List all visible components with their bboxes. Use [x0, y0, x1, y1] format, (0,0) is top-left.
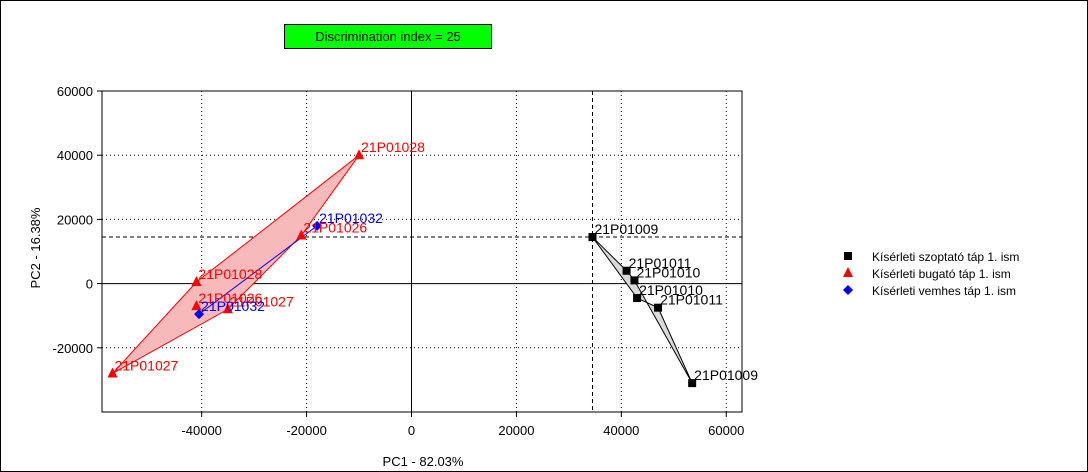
data-point [622, 266, 631, 275]
point-label: 21P01028 [198, 266, 262, 282]
data-point [633, 294, 642, 303]
data-point [654, 303, 663, 312]
data-point [222, 303, 233, 314]
y-axis-title: PC2 - 16.38% [28, 207, 43, 288]
point-label: 21P01027 [230, 293, 294, 309]
legend-label: Kísérleti vemhes táp 1. ism [872, 284, 1016, 298]
point-label: 21P01032 [201, 298, 265, 314]
legend-marker [844, 252, 852, 260]
tick-labels: -40000 -20000 0 20000 40000 60000 60000 40000 20… [53, 84, 745, 438]
point-label: 21P01011 [629, 255, 692, 271]
data-points [107, 149, 697, 388]
data-point [630, 276, 639, 285]
x-axis-title: PC1 - 82.03% [383, 454, 464, 469]
point-label: 21P01009 [594, 221, 658, 237]
y-tick-label: -20000 [53, 341, 93, 356]
point-label: 21P01026 [303, 219, 367, 235]
data-point [588, 233, 597, 242]
point-label: 21P01026 [198, 290, 262, 306]
data-point [688, 379, 697, 388]
point-label: 21P01010 [636, 264, 700, 280]
point-label: 21P01011 [660, 292, 723, 308]
discrimination-index-badge: Discrimination index = 25 [284, 24, 492, 49]
legend-marker [843, 267, 853, 277]
group-hull-3 [198, 225, 318, 315]
point-label: 21P01009 [694, 367, 758, 383]
data-point [194, 309, 205, 320]
x-tick-label: 60000 [708, 423, 744, 438]
x-tick-label: 40000 [603, 423, 639, 438]
x-tick-label: -20000 [286, 423, 326, 438]
x-tick-label: 0 [408, 423, 415, 438]
data-point [191, 300, 202, 311]
point-label: 21P01028 [361, 139, 425, 155]
grid-lines [102, 90, 742, 412]
legend: Kísérleti szoptató táp 1. ism Kísérleti b… [843, 250, 1019, 298]
data-point [312, 220, 323, 231]
y-tick-label: 20000 [57, 212, 93, 227]
point-label: 21P01032 [319, 210, 383, 226]
legend-label: Kísérleti szoptató táp 1. ism [872, 250, 1019, 264]
point-label: 21P01010 [639, 282, 703, 298]
legend-marker [843, 285, 853, 295]
y-tick-label: 0 [86, 277, 93, 292]
y-tick-label: 40000 [57, 148, 93, 163]
group-hull-2 [112, 154, 360, 374]
point-label: 21P01027 [114, 357, 178, 373]
data-point [354, 149, 365, 160]
data-point [191, 275, 202, 286]
point-labels: 21P0100921P0101121P0101021P0101021P01011… [114, 139, 758, 383]
y-tick-label: 60000 [57, 84, 93, 99]
data-point [296, 229, 307, 240]
data-point [107, 367, 118, 378]
legend-label: Kísérleti bugató táp 1. ism [872, 267, 1011, 281]
x-tick-label: 20000 [498, 423, 534, 438]
x-tick-label: -40000 [181, 423, 221, 438]
